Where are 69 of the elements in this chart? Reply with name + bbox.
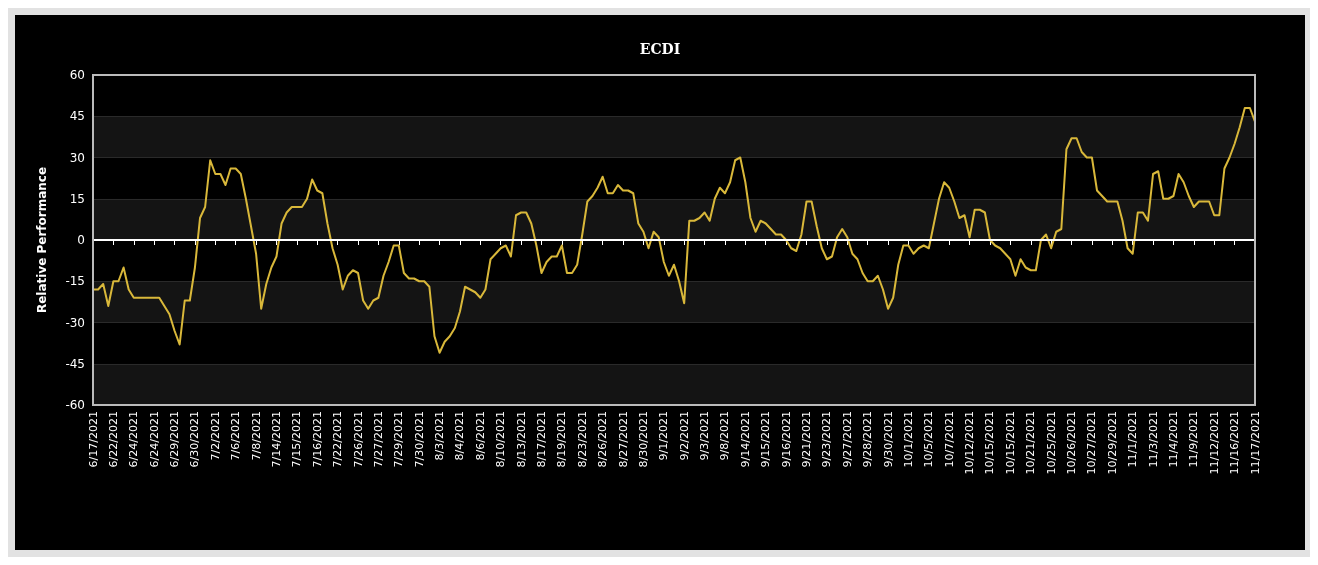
x-tick-label: 6/30/2021 [188, 411, 202, 468]
x-tick-label: 11/3/2021 [1146, 411, 1160, 468]
y-tick-label: -45 [65, 356, 85, 371]
x-tick-label: 10/27/2021 [1085, 411, 1099, 475]
x-tick-label: 8/23/2021 [575, 411, 589, 468]
y-tick-label: 45 [69, 109, 85, 124]
x-tick-label: 11/12/2021 [1207, 411, 1221, 475]
x-tick-label: 7/30/2021 [412, 411, 426, 468]
x-tick-label: 6/22/2021 [106, 411, 120, 468]
y-tick-label: -60 [65, 398, 85, 412]
chart-title: ECDI [639, 41, 681, 57]
y-tick-label: 15 [69, 191, 85, 206]
x-tick-label: 9/14/2021 [738, 411, 752, 468]
x-tick-label: 9/23/2021 [820, 411, 834, 468]
x-tick-label: 7/15/2021 [290, 411, 304, 468]
x-tick-label: 7/29/2021 [392, 411, 406, 468]
x-tick-label: 11/1/2021 [1126, 411, 1140, 468]
y-tick-label: -15 [65, 274, 85, 289]
x-tick-label: 9/30/2021 [881, 411, 895, 468]
x-tick-label: 8/6/2021 [473, 411, 487, 461]
x-tick-label: 8/26/2021 [596, 411, 610, 468]
x-tick-label: 10/5/2021 [922, 411, 936, 468]
x-tick-label: 7/27/2021 [371, 411, 385, 468]
x-tick-label: 9/21/2021 [800, 411, 814, 468]
x-tick-label: 11/4/2021 [1166, 411, 1180, 468]
x-tick-label: 8/17/2021 [534, 411, 548, 468]
x-tick-label: 6/24/2021 [147, 411, 161, 468]
x-tick-label: 10/25/2021 [1044, 411, 1058, 475]
x-tick-label: 10/26/2021 [1065, 411, 1079, 475]
x-tick-label: 8/30/2021 [636, 411, 650, 468]
x-tick-label: 10/21/2021 [1024, 411, 1038, 475]
x-tick-label: 8/27/2021 [616, 411, 630, 468]
x-tick-label: 6/17/2021 [86, 411, 100, 468]
x-tick-label: 8/4/2021 [453, 411, 467, 461]
x-tick-label: 10/7/2021 [942, 411, 956, 468]
x-tick-label: 6/24/2021 [127, 411, 141, 468]
x-tick-label: 9/27/2021 [840, 411, 854, 468]
x-tick-label: 7/26/2021 [351, 411, 365, 468]
x-tick-label: 7/14/2021 [269, 411, 283, 468]
x-tick-label: 9/8/2021 [718, 411, 732, 461]
x-tick-label: 8/13/2021 [514, 411, 528, 468]
x-tick-label: 10/12/2021 [963, 411, 977, 475]
x-tick-label: 10/15/2021 [1003, 411, 1017, 475]
y-tick-label: 0 [77, 233, 85, 247]
y-tick-label: 30 [69, 150, 85, 165]
x-tick-label: 7/22/2021 [331, 411, 345, 468]
x-tick-label: 10/1/2021 [901, 411, 915, 468]
y-tick-label: -30 [65, 315, 85, 330]
x-tick-label: 10/15/2021 [983, 411, 997, 475]
x-tick-label: 10/29/2021 [1105, 411, 1119, 475]
x-tick-label: 7/6/2021 [229, 411, 243, 461]
x-tick-label: 6/29/2021 [168, 411, 182, 468]
x-tick-label: 9/28/2021 [861, 411, 875, 468]
x-tick-label: 9/16/2021 [779, 411, 793, 468]
y-tick-label: 60 [69, 68, 85, 82]
x-tick-label: 8/19/2021 [555, 411, 569, 468]
x-tick-label: 11/17/2021 [1248, 411, 1262, 475]
x-tick-label: 8/10/2021 [494, 411, 508, 468]
x-tick-label: 11/9/2021 [1187, 411, 1201, 468]
x-tick-label: 7/8/2021 [249, 411, 263, 461]
x-tick-label: 8/3/2021 [433, 411, 447, 461]
x-tick-label: 7/16/2021 [310, 411, 324, 468]
x-tick-label: 11/16/2021 [1228, 411, 1242, 475]
x-tick-label: 9/15/2021 [759, 411, 773, 468]
x-tick-label: 9/3/2021 [698, 411, 712, 461]
x-tick-label: 7/2/2021 [208, 411, 222, 461]
x-tick-label: 9/2/2021 [677, 411, 691, 461]
x-tick-label: 9/1/2021 [657, 411, 671, 461]
y-axis-title: Relative Performance [35, 166, 49, 314]
